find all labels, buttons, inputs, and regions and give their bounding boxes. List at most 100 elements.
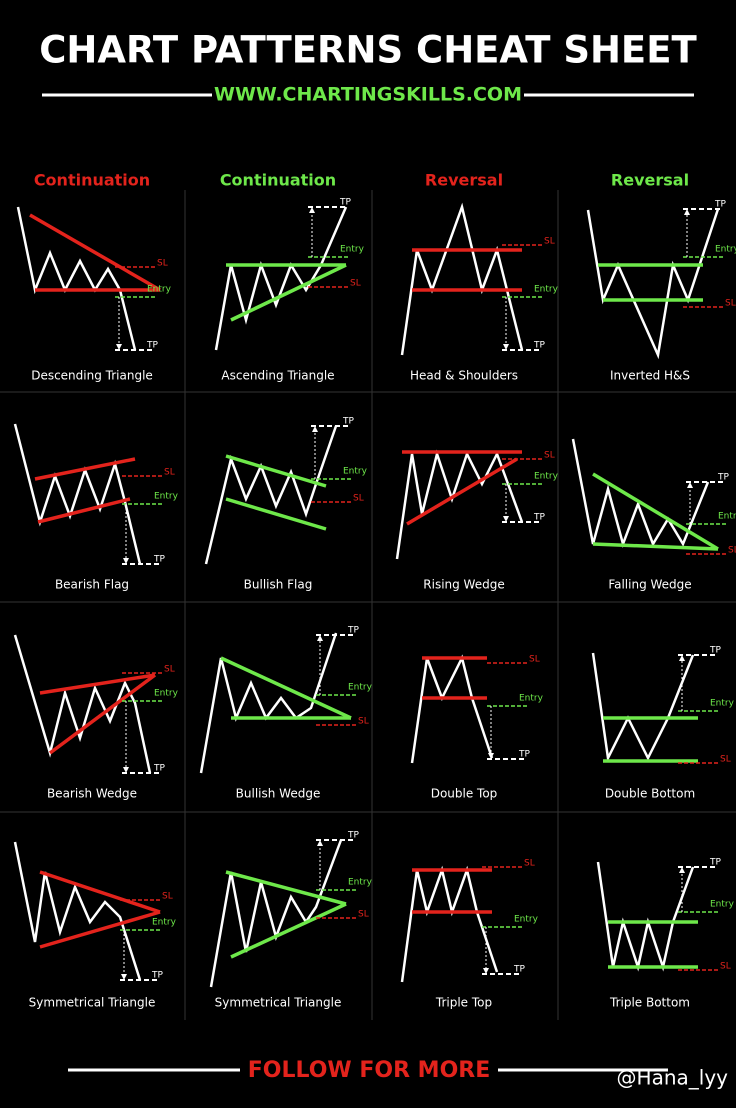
- pattern-name: Bearish Wedge: [47, 787, 137, 801]
- price-path: [16, 206, 137, 351]
- tp-label: TP: [151, 971, 163, 981]
- arrow-head: [488, 753, 494, 759]
- trend-line: [48, 673, 157, 755]
- tp-label: TP: [513, 965, 525, 975]
- trend-line: [592, 542, 719, 551]
- price-path: [214, 206, 348, 351]
- price-path: [596, 861, 695, 972]
- trend-line: [406, 457, 518, 526]
- pattern-name: Bearish Flag: [55, 578, 129, 592]
- pattern-name: Symmetrical Triangle: [29, 996, 156, 1010]
- arrow-head: [317, 635, 323, 641]
- url: WWW.CHARTINGSKILLS.COM: [214, 84, 522, 106]
- title: CHART PATTERNS CHEAT SHEET: [39, 29, 697, 72]
- trend-line: [592, 472, 719, 551]
- sl-label: SL: [544, 451, 555, 461]
- sl-label: SL: [544, 237, 555, 247]
- pattern-name: Bullish Wedge: [236, 787, 321, 801]
- column-header: Reversal: [611, 171, 689, 190]
- pattern-name: Triple Bottom: [609, 996, 690, 1010]
- tp-label: TP: [342, 417, 354, 427]
- arrow-head: [684, 209, 690, 215]
- tp-label: TP: [714, 200, 726, 210]
- price-path: [591, 652, 695, 763]
- pattern-name: Rising Wedge: [423, 578, 504, 592]
- tp-label: TP: [717, 473, 729, 483]
- trend-line: [37, 497, 131, 524]
- price-path: [400, 865, 499, 983]
- arrow-head: [503, 516, 509, 522]
- pattern-name: Descending Triangle: [31, 369, 153, 383]
- entry-label: Entry: [710, 900, 735, 910]
- tp-label: TP: [709, 858, 721, 868]
- tp-label: TP: [533, 513, 545, 523]
- pattern-name: Triple Top: [435, 996, 492, 1010]
- sl-label: SL: [728, 546, 736, 556]
- arrow-head: [116, 344, 122, 350]
- entry-label: Entry: [514, 915, 539, 925]
- trend-line: [220, 656, 352, 720]
- sl-label: SL: [358, 717, 369, 727]
- column-header: Reversal: [425, 171, 503, 190]
- trend-line: [34, 457, 136, 481]
- pattern-name: Falling Wedge: [608, 578, 691, 592]
- pattern-name: Double Bottom: [605, 787, 695, 801]
- call-to-action: FOLLOW FOR MORE: [248, 1058, 491, 1083]
- sl-label: SL: [725, 299, 736, 309]
- entry-label: Entry: [710, 699, 735, 709]
- arrow-head: [687, 482, 693, 488]
- trend-line: [225, 870, 347, 906]
- entry-label: Entry: [343, 467, 368, 477]
- arrow-head: [679, 867, 685, 873]
- entry-label: Entry: [147, 285, 172, 295]
- arrow-head: [503, 344, 509, 350]
- entry-label: Entry: [348, 683, 373, 693]
- pattern-name: Head & Shoulders: [410, 369, 518, 383]
- tp-label: TP: [153, 764, 165, 774]
- column-header: Continuation: [220, 171, 336, 190]
- pattern-name: Symmetrical Triangle: [215, 996, 342, 1010]
- price-path: [204, 425, 338, 565]
- arrow-head: [123, 767, 129, 773]
- tp-label: TP: [146, 341, 158, 351]
- entry-label: Entry: [340, 245, 365, 255]
- entry-label: Entry: [534, 285, 559, 295]
- pattern-name: Bullish Flag: [244, 578, 313, 592]
- pattern-name: Double Top: [431, 787, 498, 801]
- tp-label: TP: [347, 831, 359, 841]
- arrow-head: [312, 426, 318, 432]
- trend-line: [225, 454, 327, 488]
- arrow-head: [123, 558, 129, 564]
- sl-label: SL: [720, 962, 731, 972]
- trend-line: [225, 497, 327, 531]
- price-path: [13, 841, 142, 981]
- sl-label: SL: [164, 468, 175, 478]
- trend-line: [230, 263, 347, 322]
- sl-label: SL: [720, 755, 731, 765]
- trend-line: [230, 902, 347, 959]
- entry-label: Entry: [154, 492, 179, 502]
- tp-label: TP: [709, 646, 721, 656]
- trend-line: [39, 910, 161, 949]
- tp-label: TP: [339, 198, 351, 208]
- sl-label: SL: [524, 859, 535, 869]
- entry-label: Entry: [154, 689, 179, 699]
- arrow-head: [121, 974, 127, 980]
- entry-label: Entry: [715, 245, 736, 255]
- trend-line: [29, 213, 161, 292]
- column-header: Continuation: [34, 171, 150, 190]
- sl-label: SL: [358, 910, 369, 920]
- tp-label: TP: [153, 555, 165, 565]
- entry-label: Entry: [519, 694, 544, 704]
- sl-label: SL: [353, 494, 364, 504]
- sl-label: SL: [157, 259, 168, 269]
- entry-label: Entry: [348, 878, 373, 888]
- entry-label: Entry: [152, 918, 177, 928]
- sl-label: SL: [162, 892, 173, 902]
- watermark: @Hana_lyy: [617, 1066, 729, 1090]
- pattern-name: Ascending Triangle: [221, 369, 334, 383]
- price-path: [13, 634, 152, 774]
- arrow-head: [317, 840, 323, 846]
